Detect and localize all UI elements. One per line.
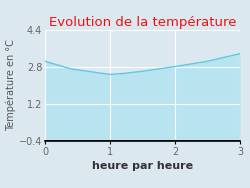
X-axis label: heure par heure: heure par heure <box>92 161 193 171</box>
Title: Evolution de la température: Evolution de la température <box>49 16 236 29</box>
Y-axis label: Température en °C: Température en °C <box>6 40 16 131</box>
